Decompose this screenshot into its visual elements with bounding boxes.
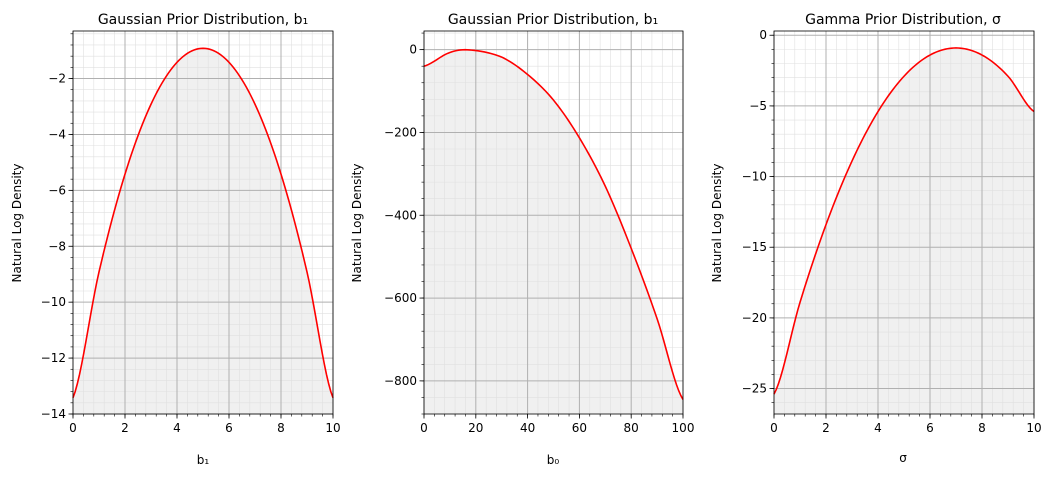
y-tick-label: −20 — [742, 311, 767, 325]
y-tick-label: −600 — [384, 291, 417, 305]
x-tick-label: 2 — [822, 421, 830, 435]
x-tick-label: 4 — [173, 421, 181, 435]
x-tick-label: 10 — [1026, 421, 1041, 435]
y-tick-label: −4 — [48, 127, 66, 141]
x-tick-label: 0 — [420, 421, 428, 435]
x-tick-label: 0 — [770, 421, 778, 435]
y-tick-label: −10 — [742, 170, 767, 184]
x-tick-label: 0 — [69, 421, 77, 435]
subplot-2: 0 20 40 60 80 100 −800 −600 −400 −200 0 Gaussian P… — [350, 12, 694, 467]
subplot-1: 0 2 4 6 8 10 −14 −12 −10 −8 −6 −4 −2 Gaussian Prior … — [10, 12, 341, 467]
x-tick-label: 2 — [121, 421, 129, 435]
y-tick-label: 0 — [409, 43, 417, 57]
y-tick-label: −2 — [48, 72, 66, 86]
subplot-3-title: Gamma Prior Distribution, σ — [805, 12, 1001, 28]
axes-frame — [423, 30, 684, 415]
area-fill — [774, 47, 1034, 415]
subplot-2-xlabel: b₀ — [547, 453, 560, 467]
y-tick-label: −12 — [41, 351, 66, 365]
x-tick-label: 10 — [325, 421, 340, 435]
plot-area-3: 0 2 4 6 8 10 −25 −20 −15 −10 −5 0 — [742, 28, 1042, 435]
subplot-1-xlabel: b₁ — [197, 453, 210, 467]
x-tick-label: 80 — [624, 421, 639, 435]
plot-area-2: 0 20 40 60 80 100 −800 −600 −400 −200 0 — [384, 30, 695, 435]
x-tick-label: 6 — [926, 421, 934, 435]
subplot-1-ylabel: Natural Log Density — [10, 164, 24, 283]
x-tick-label: 8 — [277, 421, 285, 435]
x-tick-label: 40 — [520, 421, 535, 435]
y-tick-label: −6 — [48, 183, 66, 197]
y-tick-label: −25 — [742, 382, 767, 396]
series-line — [72, 47, 334, 399]
x-tick-label: 60 — [572, 421, 587, 435]
y-tick-label: −10 — [41, 295, 66, 309]
series-line — [423, 48, 684, 400]
plot-area-1: 0 2 4 6 8 10 −14 −12 −10 −8 −6 −4 −2 — [41, 30, 341, 435]
subplot-3-xlabel: σ — [899, 451, 907, 465]
y-tick-label: −5 — [749, 99, 767, 113]
subplot-3-ylabel: Natural Log Density — [710, 164, 724, 283]
subplot-2-title: Gaussian Prior Distribution, b₁ — [448, 12, 658, 28]
x-tick-label: 8 — [978, 421, 986, 435]
subplot-2-ylabel: Natural Log Density — [350, 164, 364, 283]
y-tick-label: −800 — [384, 374, 417, 388]
y-tick-label: −8 — [48, 239, 66, 253]
x-tick-label: 4 — [874, 421, 882, 435]
subplot-1-title: Gaussian Prior Distribution, b₁ — [98, 12, 308, 28]
axes-frame — [72, 30, 334, 415]
axes-frame — [773, 30, 1035, 415]
y-tick-label: 0 — [759, 28, 767, 42]
y-tick-label: −14 — [41, 407, 66, 421]
y-tick-label: −15 — [742, 240, 767, 254]
x-tick-label: 6 — [225, 421, 233, 435]
y-tick-label: −400 — [384, 208, 417, 222]
series-line — [773, 47, 1035, 395]
y-tick-label: −200 — [384, 125, 417, 139]
x-tick-label: 100 — [672, 421, 695, 435]
x-tick-label: 20 — [468, 421, 483, 435]
area-fill — [73, 48, 333, 414]
subplot-3: 0 2 4 6 8 10 −25 −20 −15 −10 −5 0 Gamma Prior Distr… — [710, 12, 1042, 465]
